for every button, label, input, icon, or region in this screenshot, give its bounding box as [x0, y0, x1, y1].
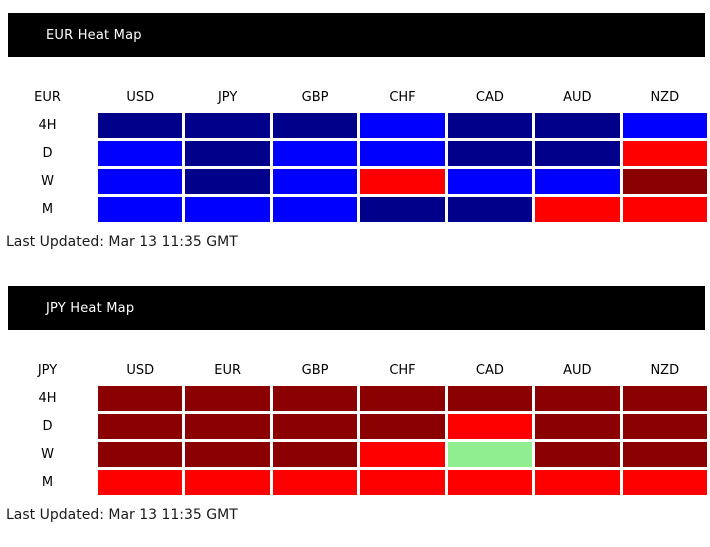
eur-heatmap-section: EUR Heat Map EUR USD JPY GBP CHF CAD AUD NZD 4H D… [0, 13, 710, 250]
heatmap-cell-4h-nzd [622, 113, 707, 138]
heatmap-cell-d-gbp [272, 414, 358, 439]
row-label-m: M [41, 475, 54, 490]
heatmap-cell-4h-nzd [622, 386, 707, 411]
heatmap-cell-d-nzd [622, 141, 707, 166]
heatmap-cell-m-nzd [622, 197, 707, 222]
row-label-d: D [42, 146, 53, 161]
heatmap-cell-4h-jpy [185, 113, 270, 138]
heatmap-cell-m-gbp [272, 470, 358, 495]
heatmap-cell-w-gbp [272, 442, 358, 467]
heatmap-cell-m-cad [447, 197, 533, 222]
heatmap-cell-4h-usd [98, 113, 183, 138]
heatmap-cell-d-gbp [272, 141, 358, 166]
jpy-heatmap-title: JPY Heat Map [46, 300, 135, 316]
heatmap-cell-4h-aud [535, 113, 620, 138]
jpy-heatmap-table: JPY USD EUR GBP CHF CAD AUD NZD 4H D W M [0, 358, 707, 495]
column-header-chf: CHF [389, 90, 416, 105]
heatmap-cell-m-nzd [622, 470, 707, 495]
heatmap-cell-m-aud [535, 197, 620, 222]
heatmap-cell-d-chf [360, 414, 445, 439]
heatmap-cell-w-usd [98, 169, 183, 194]
heatmap-cell-4h-cad [447, 113, 533, 138]
heatmap-cell-d-usd [98, 414, 183, 439]
row-label-m: M [41, 202, 54, 217]
heatmap-cell-d-usd [98, 141, 183, 166]
heatmap-cell-m-chf [360, 197, 445, 222]
heatmap-cell-m-jpy [185, 197, 270, 222]
heatmap-cell-w-eur [185, 442, 270, 467]
column-header-usd: USD [126, 90, 155, 105]
jpy-heatmap-title-bar: JPY Heat Map [8, 286, 705, 330]
heatmap-cell-d-jpy [185, 141, 270, 166]
heatmap-cell-4h-cad [447, 386, 533, 411]
heatmap-cell-4h-usd [98, 386, 183, 411]
heatmap-cell-m-usd [98, 470, 183, 495]
column-header-jpy: JPY [217, 90, 238, 105]
heatmap-cell-4h-gbp [272, 386, 358, 411]
heatmap-cell-w-aud [535, 442, 620, 467]
column-header-aud: AUD [563, 363, 592, 378]
heatmap-cell-m-chf [360, 470, 445, 495]
heatmap-cell-d-cad [447, 414, 533, 439]
heatmap-cell-d-chf [360, 141, 445, 166]
heatmap-cell-w-aud [535, 169, 620, 194]
column-header-nzd: NZD [650, 90, 680, 105]
heatmap-cell-w-chf [360, 442, 445, 467]
eur-heatmap-title: EUR Heat Map [46, 27, 142, 43]
eur-heatmap-title-bar: EUR Heat Map [8, 13, 705, 57]
column-header-eur: EUR [214, 363, 242, 378]
heatmap-cell-m-gbp [272, 197, 358, 222]
jpy-heatmap-section: JPY Heat Map JPY USD EUR GBP CHF CAD AUD NZD 4H D… [0, 286, 710, 523]
heatmap-cell-4h-aud [535, 386, 620, 411]
heatmap-cell-w-jpy [185, 169, 270, 194]
column-header-cad: CAD [475, 363, 504, 378]
column-header-cad: CAD [475, 90, 504, 105]
heatmap-cell-m-aud [535, 470, 620, 495]
row-label-d: D [42, 419, 53, 434]
column-header-gbp: GBP [301, 363, 329, 378]
row-label-4h: 4H [38, 118, 57, 133]
column-header-nzd: NZD [650, 363, 680, 378]
heatmap-cell-4h-eur [185, 386, 270, 411]
heatmap-cell-w-cad [447, 169, 533, 194]
heatmap-cell-w-usd [98, 442, 183, 467]
jpy-last-updated: Last Updated: Mar 13 11:35 GMT [6, 507, 238, 523]
heatmap-cell-w-nzd [622, 169, 707, 194]
heatmap-cell-4h-gbp [272, 113, 358, 138]
row-label-w: W [41, 174, 54, 189]
heatmap-cell-4h-chf [360, 386, 445, 411]
heatmap-cell-d-aud [535, 414, 620, 439]
column-header-chf: CHF [389, 363, 416, 378]
heatmap-cell-m-usd [98, 197, 183, 222]
heatmap-cell-w-cad [447, 442, 533, 467]
column-header-usd: USD [126, 363, 155, 378]
heatmap-cell-4h-chf [360, 113, 445, 138]
eur-heatmap-table: EUR USD JPY GBP CHF CAD AUD NZD 4H D W M [0, 85, 707, 222]
heatmap-cell-d-eur [185, 414, 270, 439]
heatmap-cell-d-aud [535, 141, 620, 166]
heatmap-cell-d-nzd [622, 414, 707, 439]
heatmap-cell-d-cad [447, 141, 533, 166]
base-currency-label: JPY [37, 363, 58, 378]
row-label-w: W [41, 447, 54, 462]
row-label-4h: 4H [38, 391, 57, 406]
heatmap-cell-m-cad [447, 470, 533, 495]
column-header-gbp: GBP [301, 90, 329, 105]
column-header-aud: AUD [563, 90, 592, 105]
base-currency-label: EUR [34, 90, 61, 105]
heatmap-cell-m-eur [185, 470, 270, 495]
eur-last-updated: Last Updated: Mar 13 11:35 GMT [6, 234, 238, 250]
heatmap-cell-w-gbp [272, 169, 358, 194]
heatmap-cell-w-chf [360, 169, 445, 194]
heatmap-cell-w-nzd [622, 442, 707, 467]
